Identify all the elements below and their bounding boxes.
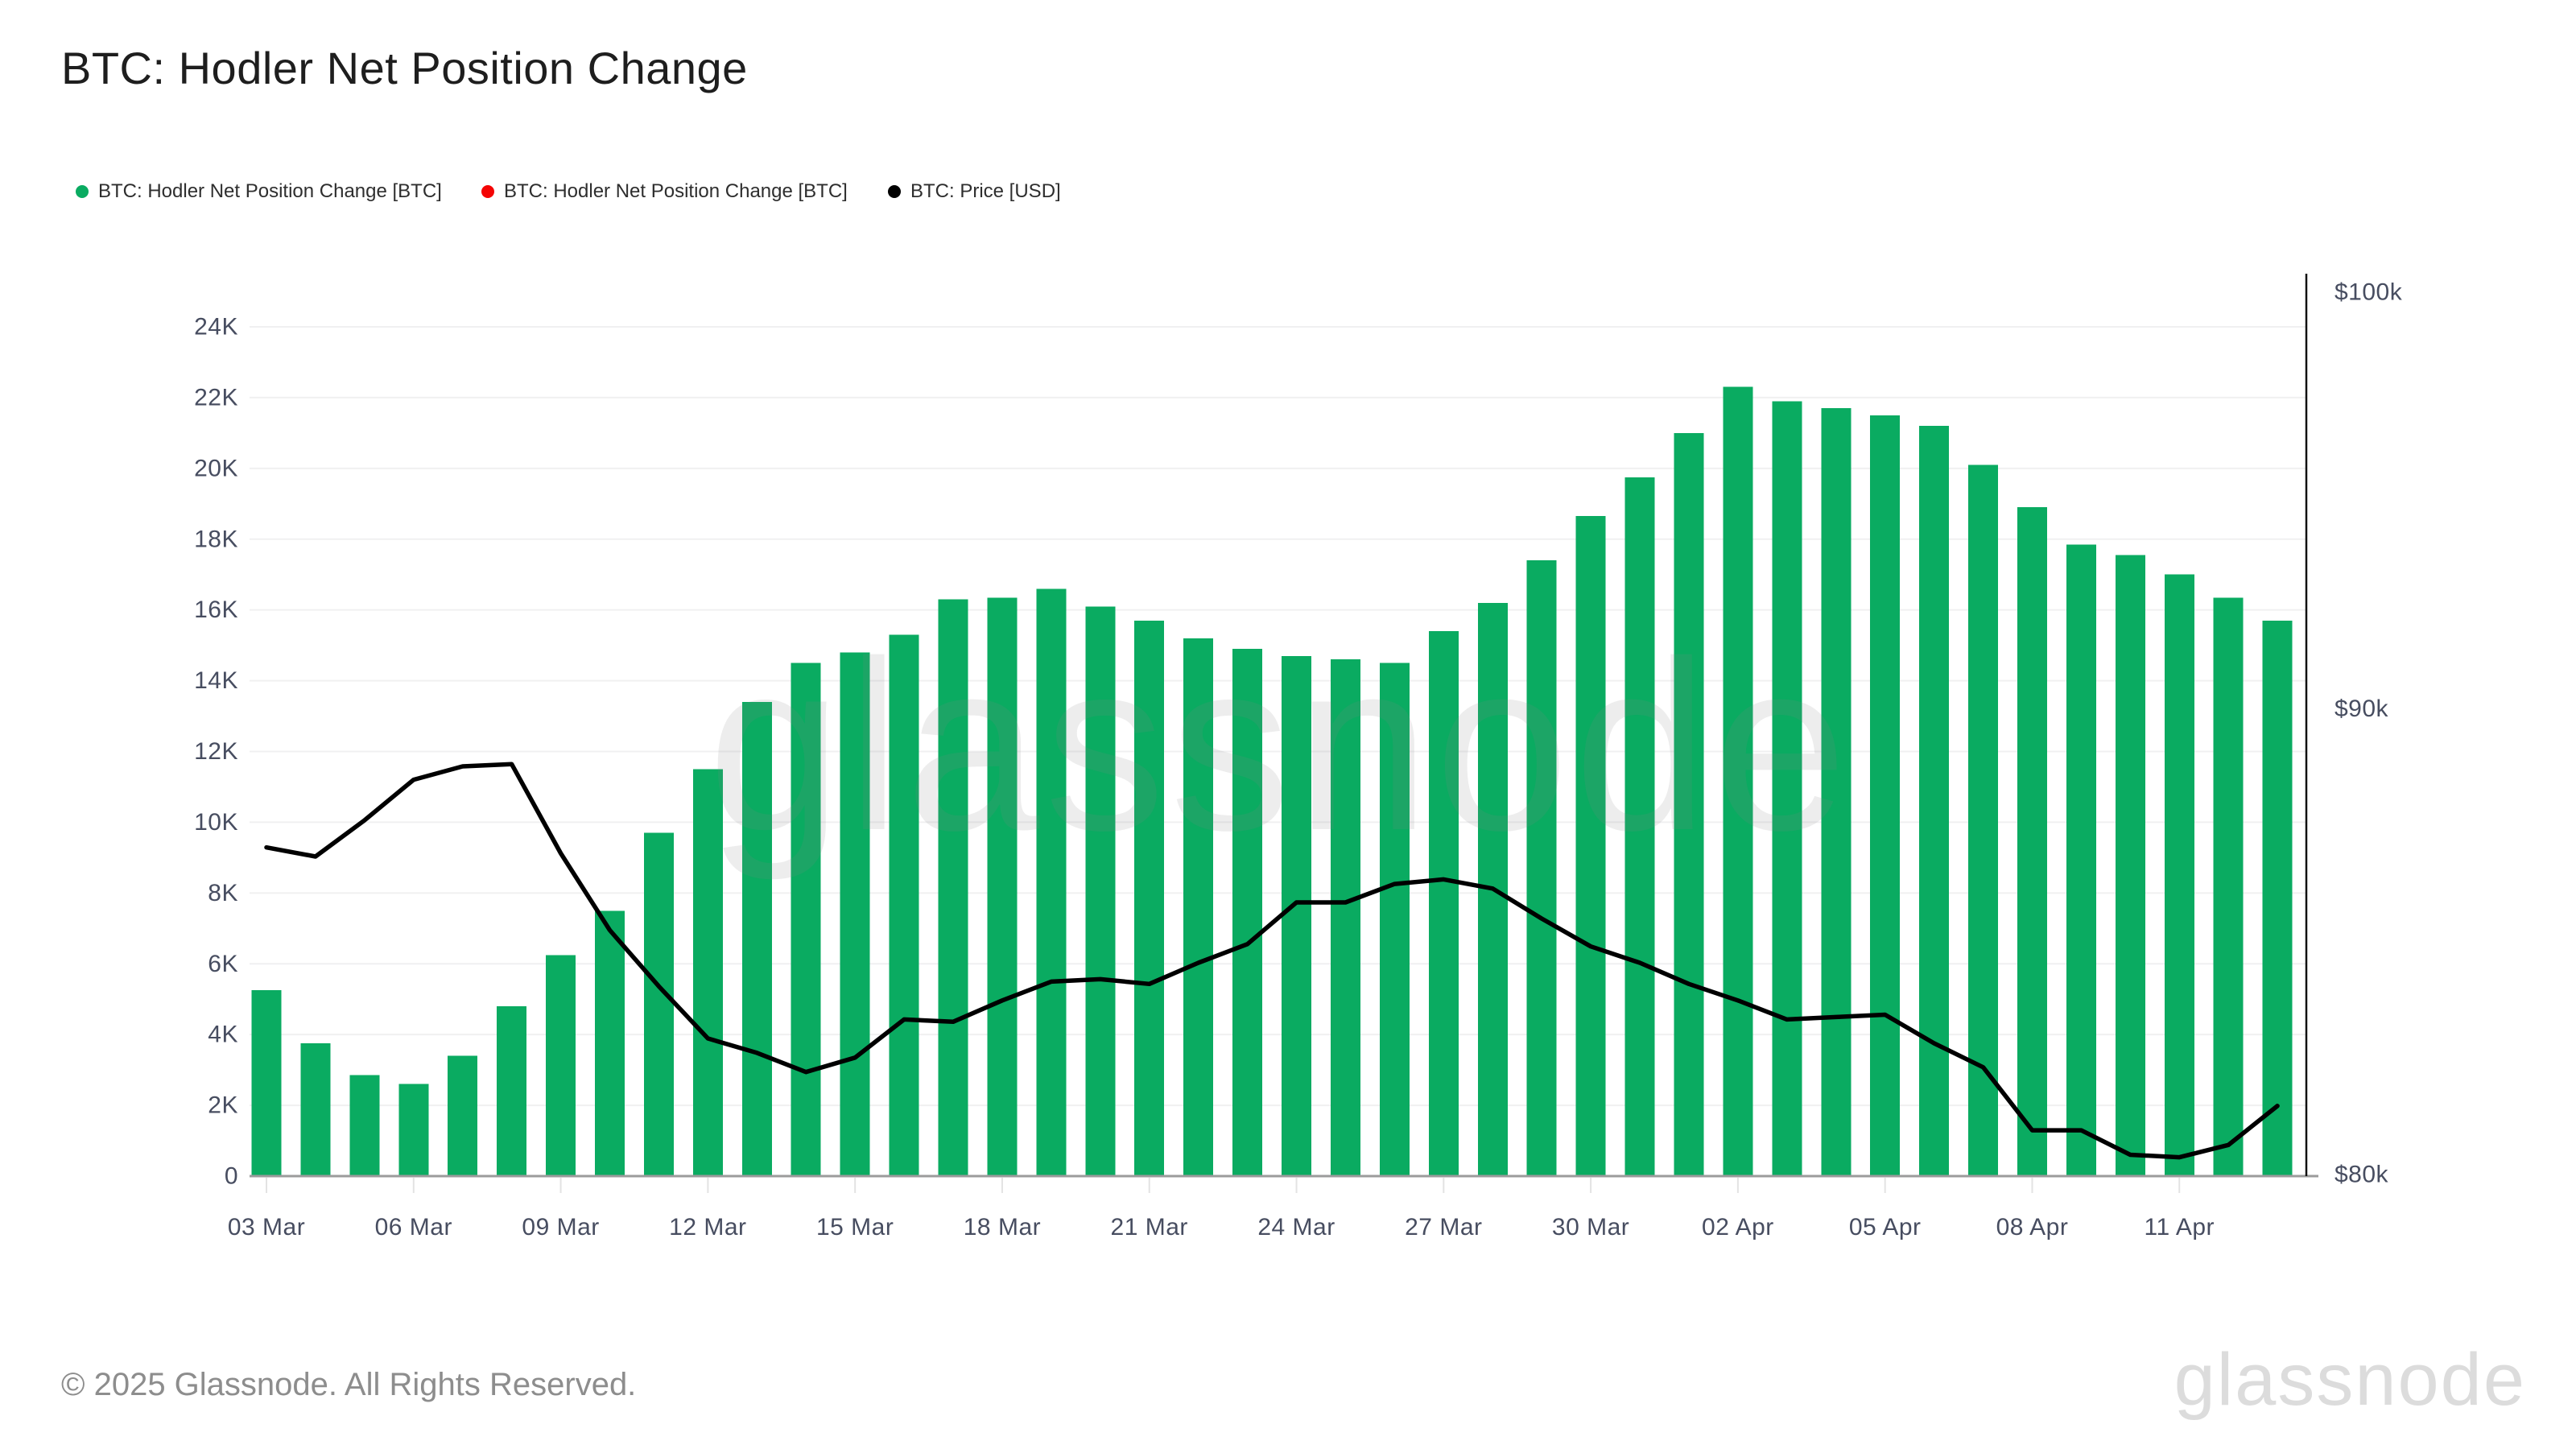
x-axis-label: 11 Apr (2145, 1214, 2215, 1241)
bar[interactable] (1232, 649, 1263, 1176)
bar[interactable] (2066, 544, 2096, 1176)
x-axis-label: 18 Mar (964, 1214, 1041, 1241)
chart-title: BTC: Hodler Net Position Change (61, 43, 748, 93)
bar[interactable] (938, 599, 968, 1176)
left-axis-label: 24K (194, 314, 238, 341)
bar[interactable] (2262, 620, 2293, 1176)
right-axis-labels: $80k $90k $100k (2334, 279, 2403, 1188)
bar[interactable] (1575, 516, 1606, 1176)
bar[interactable] (1772, 401, 1802, 1176)
gridlines (250, 326, 2306, 1107)
x-axis-label: 30 Mar (1552, 1214, 1629, 1241)
bar[interactable] (1723, 386, 1753, 1177)
bar[interactable] (398, 1084, 429, 1176)
watermark-text: glassnode (708, 610, 1852, 882)
bar[interactable] (546, 955, 576, 1176)
x-axis-label: 02 Apr (1702, 1214, 1774, 1241)
left-axis-label: 20K (194, 455, 238, 481)
footer-copyright: © 2025 Glassnode. All Rights Reserved. (61, 1367, 637, 1402)
bar[interactable] (349, 1075, 380, 1176)
x-axis-label: 21 Mar (1111, 1214, 1188, 1241)
left-axis-label: 14K (194, 667, 238, 694)
bar[interactable] (692, 769, 723, 1176)
bar[interactable] (1624, 477, 1655, 1176)
x-axis-label: 09 Mar (522, 1214, 599, 1241)
bar[interactable] (741, 701, 772, 1176)
left-axis-label: 12K (194, 738, 238, 765)
legend-dot-green-icon (76, 185, 89, 198)
bar[interactable] (497, 1006, 527, 1176)
legend-dot-red-icon (481, 185, 494, 198)
bar[interactable] (889, 634, 919, 1176)
legend-item-hodler-net-position-red[interactable]: BTC: Hodler Net Position Change [BTC] (481, 179, 848, 204)
watermark: glassnode (708, 610, 1852, 882)
x-axis-label: 08 Apr (1996, 1214, 2069, 1241)
bar[interactable] (840, 652, 870, 1176)
price-line (264, 762, 2280, 1160)
right-axis-label: $80k (2334, 1162, 2389, 1188)
bar[interactable] (300, 1043, 331, 1176)
x-axis-label: 06 Mar (375, 1214, 452, 1241)
bar[interactable] (2164, 574, 2194, 1176)
bar[interactable] (1036, 588, 1067, 1176)
bar[interactable] (2115, 555, 2145, 1176)
bar[interactable] (1919, 426, 1950, 1176)
bar[interactable] (643, 832, 674, 1176)
bar[interactable] (2017, 507, 2047, 1176)
left-axis-label: 18K (194, 526, 238, 552)
left-axis-label: 6K (208, 951, 238, 977)
legend-item-hodler-net-position-green[interactable]: BTC: Hodler Net Position Change [BTC] (76, 179, 442, 204)
bar[interactable] (1870, 415, 1901, 1176)
price-line-series (264, 762, 2280, 1160)
bar[interactable] (1526, 560, 1557, 1176)
bar[interactable] (448, 1055, 478, 1176)
x-axis-labels: 03 Mar 06 Mar 09 Mar 12 Mar 15 Mar 18 Mar 21 M… (228, 1214, 2215, 1241)
bar[interactable] (1674, 432, 1704, 1176)
bar[interactable] (1821, 408, 1852, 1177)
left-axis-label: 2K (208, 1092, 238, 1119)
x-axis-label: 15 Mar (816, 1214, 894, 1241)
bar[interactable] (2213, 597, 2244, 1176)
bar[interactable] (251, 990, 282, 1176)
right-axis-label: $100k (2334, 279, 2403, 306)
bar[interactable] (1428, 631, 1459, 1176)
left-axis-label: 22K (194, 384, 238, 411)
x-axis-label: 12 Mar (669, 1214, 746, 1241)
right-axis-label: $90k (2334, 696, 2389, 722)
x-axis-label: 27 Mar (1405, 1214, 1482, 1241)
bar[interactable] (1282, 655, 1312, 1176)
left-axis-labels: 0 2K 4K 6K 8K 10K 12K 14K 16K 18K 20K 22K 24K (194, 314, 238, 1190)
glassnode-logo: glassnode (2174, 1339, 2526, 1421)
bar[interactable] (1379, 663, 1410, 1176)
left-axis-label: 10K (194, 809, 238, 836)
x-axis-label: 24 Mar (1257, 1214, 1335, 1241)
bar[interactable] (1968, 464, 1999, 1176)
axis-lines (250, 274, 2318, 1178)
legend-dot-black-icon (888, 185, 901, 198)
x-axis-tick-marks (266, 1178, 2181, 1193)
legend-label: BTC: Hodler Net Position Change [BTC] (98, 180, 442, 202)
legend-label: BTC: Hodler Net Position Change [BTC] (504, 180, 848, 202)
bar[interactable] (1085, 606, 1116, 1176)
bar[interactable] (595, 910, 625, 1176)
left-axis-label: 4K (208, 1022, 238, 1048)
x-axis-label: 05 Apr (1849, 1214, 1922, 1241)
bar[interactable] (987, 597, 1018, 1176)
legend-item-btc-price[interactable]: BTC: Price [USD] (888, 179, 1061, 204)
left-axis-label: 0 (225, 1163, 238, 1190)
legend-label: BTC: Price [USD] (910, 180, 1061, 202)
bar[interactable] (791, 663, 821, 1176)
bar[interactable] (1183, 638, 1214, 1176)
left-axis-label: 8K (208, 880, 238, 906)
x-axis-label: 03 Mar (228, 1214, 305, 1241)
bar[interactable] (1134, 620, 1165, 1176)
bar[interactable] (1330, 659, 1360, 1176)
left-axis-label: 16K (194, 597, 238, 623)
